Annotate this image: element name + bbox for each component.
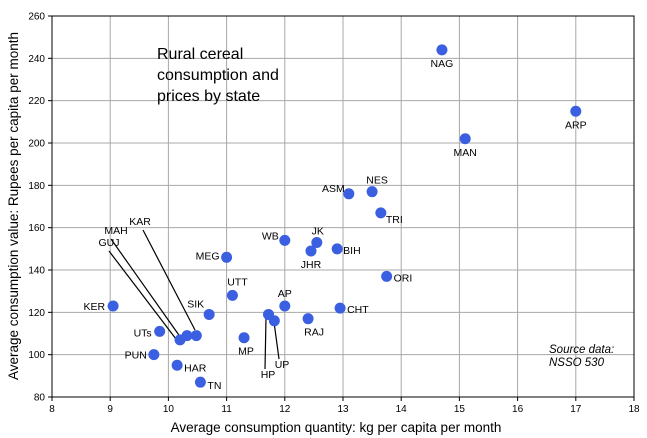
point-label-guj: GUJ — [99, 237, 120, 249]
point-label-sik: SIK — [187, 298, 204, 310]
data-point-asm — [343, 188, 355, 200]
point-label-kar: KAR — [129, 216, 151, 228]
data-point-guj — [174, 334, 186, 346]
point-label-utt: UTT — [227, 276, 248, 288]
x-tick-label: 11 — [221, 404, 232, 415]
data-point-mp — [238, 332, 250, 344]
point-label-raj: RAJ — [304, 327, 324, 339]
point-label-mah: MAH — [104, 225, 127, 237]
data-point-raj — [302, 313, 314, 325]
data-point-bih — [331, 243, 343, 255]
point-label-cht: CHT — [347, 304, 369, 316]
data-point-sik — [203, 308, 215, 320]
data-point-ap — [279, 300, 291, 312]
y-tick-label: 80 — [34, 393, 46, 404]
x-tick-label: 17 — [570, 404, 582, 415]
leader-lines — [108, 229, 280, 370]
y-axis-ticks: 80 100 120 140 160 180 200 220 240 260 — [28, 12, 52, 404]
point-label-bih: BIH — [343, 245, 361, 257]
x-tick-label: 9 — [107, 404, 113, 415]
y-tick-label: 240 — [28, 54, 45, 65]
y-tick-label: 200 — [28, 139, 45, 150]
data-point-jk — [311, 236, 323, 248]
data-point-meg — [221, 251, 233, 263]
data-point-tn — [194, 376, 206, 388]
point-label-wb: WB — [262, 230, 279, 242]
point-label-ori: ORI — [394, 272, 413, 284]
data-point-ori — [381, 270, 393, 282]
x-axis-ticks: 8 9 10 11 12 13 14 15 16 17 18 — [49, 397, 640, 415]
y-tick-label: 160 — [28, 223, 45, 234]
data-point-har — [171, 359, 183, 371]
x-tick-label: 15 — [454, 404, 466, 415]
point-label-jhr: JHR — [301, 259, 322, 271]
data-point-up — [268, 315, 280, 327]
y-tick-label: 140 — [28, 266, 45, 277]
data-point-cht — [334, 302, 346, 314]
point-label-ker: KER — [84, 301, 106, 313]
point-label-man: MAN — [454, 147, 477, 159]
point-label-uts: UTs — [134, 327, 152, 339]
data-point-arp — [570, 105, 582, 117]
point-labels: NAG ARP MAN ASM NES TRI JK WB JHR BIH MEG ORI UTT KER… — [84, 58, 587, 392]
point-label-asm: ASM — [322, 183, 345, 195]
chart-title: Rural cereal consumption and prices by s… — [157, 46, 283, 105]
leader-line-guj — [108, 250, 177, 340]
point-label-har: HAR — [184, 362, 207, 374]
y-tick-label: 180 — [28, 181, 45, 192]
data-point-man — [459, 133, 471, 145]
x-tick-label: 18 — [628, 404, 640, 415]
data-point-ker — [107, 300, 119, 312]
data-point-nag — [436, 44, 448, 56]
leader-line-hp — [264, 317, 267, 370]
point-label-tri: TRI — [386, 214, 403, 226]
leader-line-up — [273, 321, 280, 360]
x-tick-label: 13 — [337, 404, 349, 415]
y-tick-label: 220 — [28, 96, 45, 107]
leader-line-mah — [110, 238, 182, 339]
data-point-utt — [226, 289, 238, 301]
point-label-tn: TN — [207, 380, 221, 392]
x-tick-label: 12 — [279, 404, 291, 415]
x-tick-label: 14 — [396, 404, 408, 415]
x-axis-label: Average consumption quantity: kg per cap… — [171, 420, 502, 435]
point-label-jk: JK — [312, 225, 324, 237]
point-label-hp: HP — [261, 369, 276, 381]
point-label-up: UP — [275, 359, 290, 371]
grid — [51, 15, 635, 398]
point-label-pun: PUN — [125, 350, 147, 362]
point-label-nag: NAG — [431, 58, 454, 70]
data-point-tri — [375, 207, 387, 219]
x-tick-label: 10 — [163, 404, 175, 415]
point-label-mp: MP — [238, 346, 254, 358]
x-tick-label: 8 — [49, 404, 55, 415]
y-tick-label: 120 — [28, 308, 45, 319]
point-label-nes: NES — [366, 175, 388, 187]
point-label-arp: ARP — [565, 119, 587, 131]
data-point-jhr — [305, 245, 317, 257]
source-note: Source data: NSSO 530 — [549, 344, 617, 369]
y-axis-label: Average consumption value: Rupees per ca… — [6, 32, 21, 380]
data-point-pun — [148, 349, 160, 361]
x-tick-label: 16 — [512, 404, 524, 415]
data-point-kar — [190, 330, 202, 342]
data-point-nes — [366, 186, 378, 198]
data-point-uts — [154, 325, 166, 337]
y-tick-label: 260 — [28, 12, 45, 23]
leader-line-kar — [142, 229, 196, 331]
data-points — [107, 44, 582, 388]
point-label-meg: MEG — [196, 250, 220, 262]
point-label-ap: AP — [278, 288, 292, 300]
y-tick-label: 100 — [28, 350, 45, 361]
data-point-wb — [279, 234, 291, 246]
